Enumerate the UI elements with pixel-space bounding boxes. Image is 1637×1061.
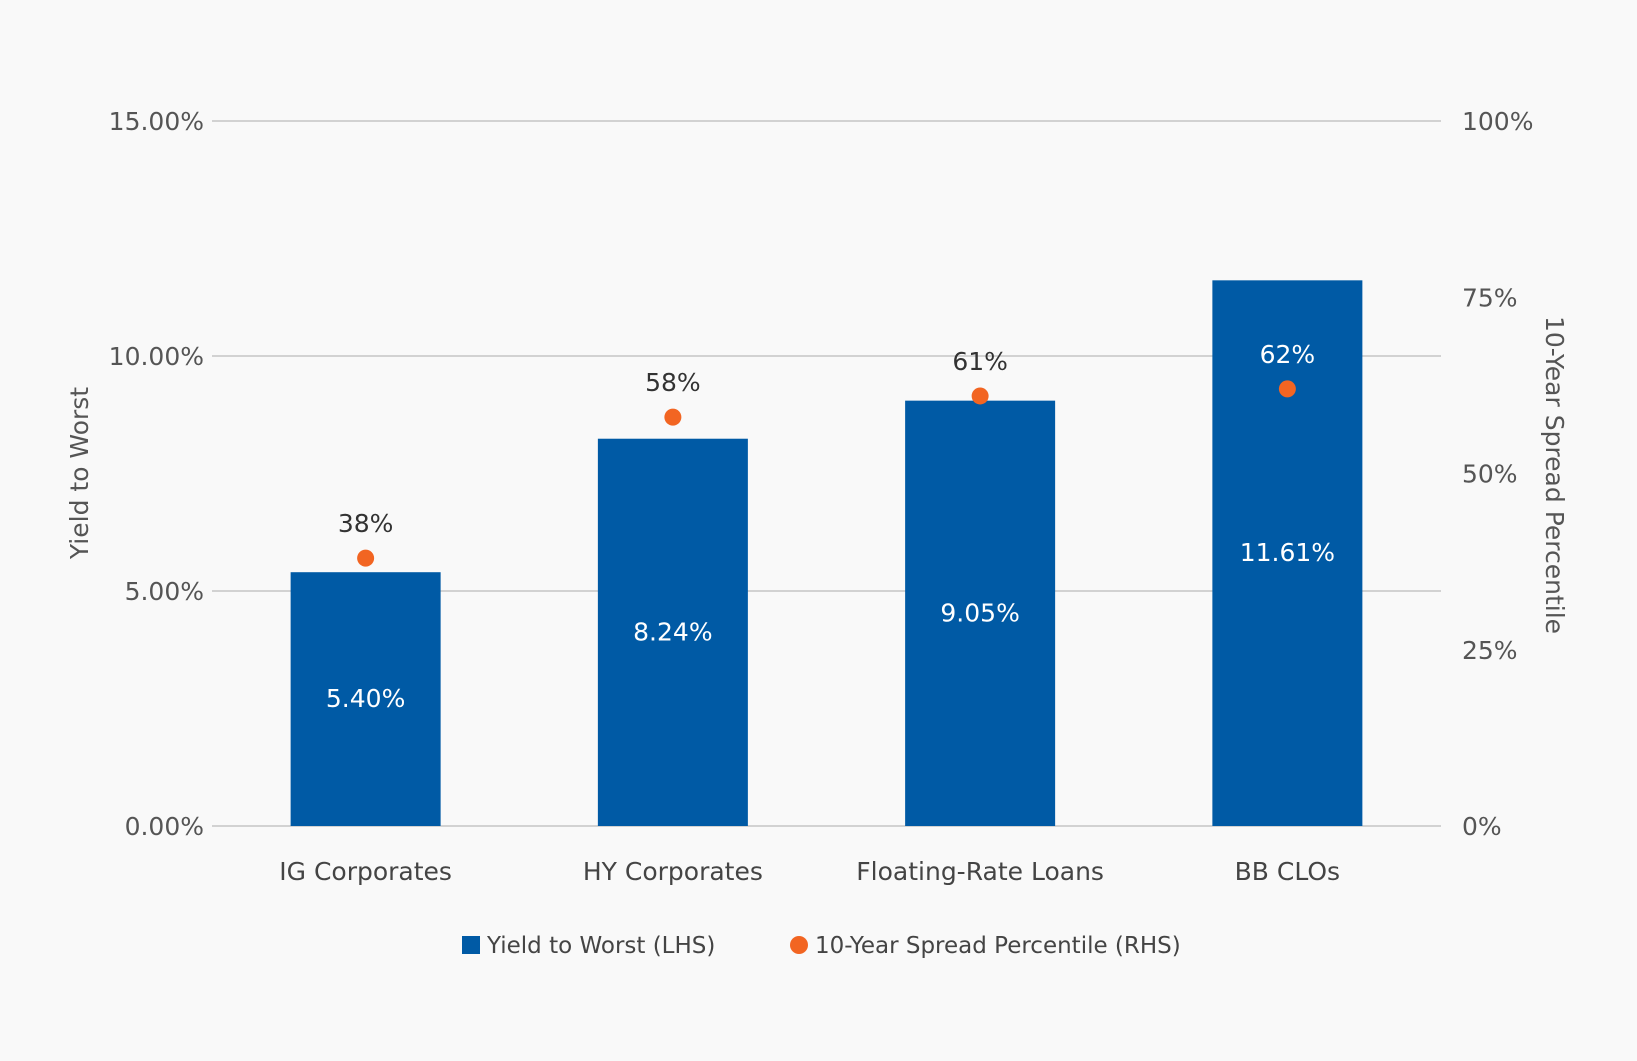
category-label: HY Corporates (583, 857, 763, 886)
right-tick-label: 75% (1462, 283, 1518, 312)
legend: Yield to Worst (LHS) 10-Year Spread Perc… (462, 933, 1181, 959)
percentile-label: 38% (338, 509, 394, 538)
category-label: BB CLOs (1235, 857, 1340, 886)
left-axis-ticks: 0.00% 5.00% 10.00% 15.00% (109, 107, 204, 841)
percentile-dot (1278, 380, 1296, 398)
bar (290, 572, 441, 826)
percentile-dot (971, 387, 989, 405)
bar (905, 400, 1056, 826)
percentile-label: 61% (952, 347, 1008, 376)
percentile-label: 58% (645, 368, 701, 397)
right-axis-ticks: 0% 25% 50% 75% 100% (1462, 107, 1533, 841)
percentile-dot (664, 408, 682, 426)
right-tick-label: 0% (1462, 812, 1502, 841)
category-label: IG Corporates (279, 857, 452, 886)
bar-value-label: 11.61% (1240, 538, 1335, 567)
right-axis-title: 10-Year Spread Percentile (1540, 316, 1569, 634)
right-tick-label: 100% (1462, 107, 1533, 136)
category-label: Floating-Rate Loans (856, 857, 1104, 886)
right-tick-label: 25% (1462, 636, 1518, 665)
bar-value-label: 5.40% (326, 684, 405, 713)
bar-value-label: 9.05% (940, 598, 1019, 627)
bars: 5.40% 8.24% 9.05% 11.61% (290, 280, 1363, 827)
percentile-dots: 38% 58% 61% 62% (338, 340, 1315, 567)
percentile-dot (357, 549, 375, 567)
percentile-label: 62% (1260, 340, 1316, 369)
bar (1212, 280, 1363, 827)
legend-dot-swatch (790, 936, 808, 954)
left-tick-label: 5.00% (125, 577, 204, 606)
bar-value-label: 8.24% (633, 617, 712, 646)
legend-dot-label: 10-Year Spread Percentile (RHS) (815, 933, 1181, 959)
legend-bar-swatch (462, 936, 480, 954)
bar (597, 438, 748, 826)
left-tick-label: 10.00% (109, 342, 204, 371)
left-axis-title: Yield to Worst (65, 387, 94, 560)
category-labels: IG Corporates HY Corporates Floating-Rate … (279, 857, 1340, 886)
right-tick-label: 50% (1462, 460, 1518, 489)
left-tick-label: 0.00% (125, 812, 204, 841)
legend-bar-label: Yield to Worst (LHS) (486, 933, 715, 959)
left-tick-label: 15.00% (109, 107, 204, 136)
